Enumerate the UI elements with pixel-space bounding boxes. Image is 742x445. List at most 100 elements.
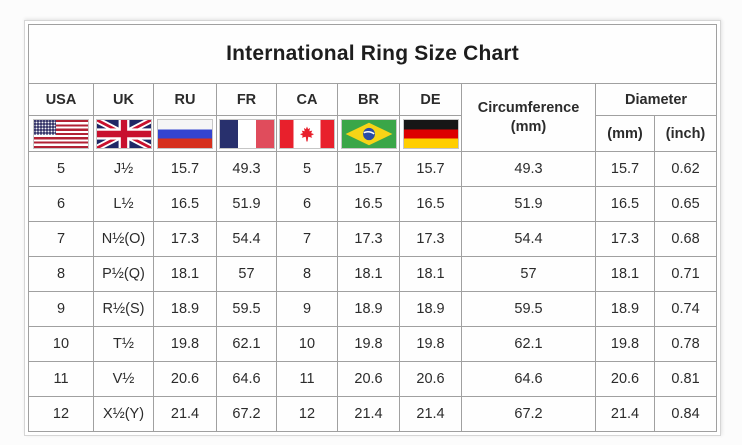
table-cell: 16.5 bbox=[337, 186, 400, 222]
table-cell: 18.9 bbox=[595, 291, 655, 327]
table-cell: 64.6 bbox=[461, 361, 596, 397]
table-cell: 17.3 bbox=[337, 221, 400, 257]
table-row: 10 T½ 19.8 62.1 10 19.8 19.8 62.1 19.8 0.78 bbox=[28, 326, 718, 362]
table-cell: 20.6 bbox=[337, 361, 400, 397]
table-cell: 7 bbox=[28, 221, 94, 257]
chart-frame: International Ring Size Chart USA UK RU … bbox=[24, 20, 722, 436]
table-cell: 17.3 bbox=[399, 221, 462, 257]
table-cell: 17.3 bbox=[595, 221, 655, 257]
diameter-unit-mm: (mm) bbox=[595, 115, 655, 152]
column-header-usa: USA bbox=[28, 83, 94, 116]
table-cell: J½ bbox=[93, 151, 154, 187]
table-cell: 67.2 bbox=[216, 396, 277, 432]
table-cell: 0.74 bbox=[653, 291, 718, 327]
table-cell: 19.8 bbox=[595, 326, 655, 362]
table-cell: 59.5 bbox=[216, 291, 277, 327]
table-cell: T½ bbox=[93, 326, 154, 362]
column-header-fr: FR bbox=[216, 83, 277, 116]
table-cell: 20.6 bbox=[595, 361, 655, 397]
table-cell: 49.3 bbox=[461, 151, 596, 187]
table-cell: X½(Y) bbox=[93, 396, 154, 432]
flag-cell-de bbox=[399, 115, 462, 152]
table-cell: P½(Q) bbox=[93, 256, 154, 292]
table-cell: 6 bbox=[28, 186, 94, 222]
table-cell: 11 bbox=[28, 361, 94, 397]
table-cell: 20.6 bbox=[399, 361, 462, 397]
germany-flag-icon bbox=[403, 119, 458, 148]
table-cell: 59.5 bbox=[461, 291, 596, 327]
circumference-label: Circumference bbox=[477, 100, 580, 117]
table-cell: 49.3 bbox=[216, 151, 277, 187]
table-cell: 20.6 bbox=[153, 361, 217, 397]
table-cell: 67.2 bbox=[461, 396, 596, 432]
table-cell: 54.4 bbox=[461, 221, 596, 257]
table-cell: 51.9 bbox=[216, 186, 277, 222]
table-cell: 18.1 bbox=[337, 256, 400, 292]
table-row: 9 R½(S) 18.9 59.5 9 18.9 18.9 59.5 18.9 0.74 bbox=[28, 291, 718, 327]
france-flag-icon bbox=[219, 119, 274, 148]
uk-flag-icon bbox=[96, 119, 151, 148]
table-row: 12 X½(Y) 21.4 67.2 12 21.4 21.4 67.2 21.4 0.84 bbox=[28, 396, 718, 432]
flag-cell-fr bbox=[216, 115, 277, 152]
table-cell: 18.9 bbox=[337, 291, 400, 327]
table-cell: 11 bbox=[276, 361, 338, 397]
table-cell: R½(S) bbox=[93, 291, 154, 327]
circumference-unit: (mm) bbox=[510, 118, 547, 135]
table-cell: 62.1 bbox=[216, 326, 277, 362]
column-header-circumference: Circumference (mm) bbox=[461, 83, 596, 152]
table-cell: 18.9 bbox=[399, 291, 462, 327]
table-cell: 21.4 bbox=[153, 396, 217, 432]
column-header-uk: UK bbox=[93, 83, 154, 116]
table-cell: 15.7 bbox=[337, 151, 400, 187]
column-header-ru: RU bbox=[153, 83, 217, 116]
table-cell: 0.62 bbox=[653, 151, 718, 187]
canada-flag-icon bbox=[280, 119, 334, 148]
table-cell: 0.81 bbox=[653, 361, 718, 397]
table-cell: 19.8 bbox=[337, 326, 400, 362]
table-row: 8 P½(Q) 18.1 57 8 18.1 18.1 57 18.1 0.71 bbox=[28, 256, 718, 292]
table-cell: 12 bbox=[28, 396, 94, 432]
flag-cell-br bbox=[337, 115, 400, 152]
table-cell: 9 bbox=[28, 291, 94, 327]
table-cell: 15.7 bbox=[399, 151, 462, 187]
table-cell: 0.68 bbox=[653, 221, 718, 257]
diameter-unit-inch: (inch) bbox=[653, 115, 718, 152]
table-cell: 16.5 bbox=[153, 186, 217, 222]
flag-cell-ca bbox=[276, 115, 338, 152]
table-cell: 21.4 bbox=[595, 396, 655, 432]
table-cell: 57 bbox=[461, 256, 596, 292]
table-cell: 57 bbox=[216, 256, 277, 292]
table-cell: 54.4 bbox=[216, 221, 277, 257]
column-header-br: BR bbox=[337, 83, 400, 116]
table-cell: 17.3 bbox=[153, 221, 217, 257]
flag-cell-uk bbox=[93, 115, 154, 152]
table-cell: 15.7 bbox=[153, 151, 217, 187]
table-cell: 10 bbox=[28, 326, 94, 362]
table-row: 5 J½ 15.7 49.3 5 15.7 15.7 49.3 15.7 0.62 bbox=[28, 151, 718, 187]
table-cell: 18.9 bbox=[153, 291, 217, 327]
column-header-diameter: Diameter bbox=[594, 83, 718, 116]
column-header-de: DE bbox=[399, 83, 462, 116]
table-cell: 9 bbox=[276, 291, 338, 327]
table-cell: 19.8 bbox=[399, 326, 462, 362]
table-cell: 5 bbox=[276, 151, 338, 187]
table-cell: N½(O) bbox=[93, 221, 154, 257]
table-cell: V½ bbox=[93, 361, 154, 397]
page-title: International Ring Size Chart bbox=[27, 24, 718, 84]
table-row: 11 V½ 20.6 64.6 11 20.6 20.6 64.6 20.6 0.81 bbox=[28, 361, 718, 397]
table-cell: 8 bbox=[276, 256, 338, 292]
table-cell: 19.8 bbox=[153, 326, 217, 362]
table-row: 7 N½(O) 17.3 54.4 7 17.3 17.3 54.4 17.3 0.68 bbox=[28, 221, 718, 257]
brazil-flag-icon bbox=[341, 119, 396, 148]
table-cell: 0.78 bbox=[653, 326, 718, 362]
usa-flag-icon bbox=[34, 119, 88, 148]
table-cell: 16.5 bbox=[399, 186, 462, 222]
table-cell: L½ bbox=[93, 186, 154, 222]
table-cell: 21.4 bbox=[399, 396, 462, 432]
table-cell: 0.84 bbox=[653, 396, 718, 432]
table-cell: 12 bbox=[276, 396, 338, 432]
russia-flag-icon bbox=[158, 119, 212, 148]
table-cell: 18.1 bbox=[153, 256, 217, 292]
column-header-ca: CA bbox=[276, 83, 338, 116]
